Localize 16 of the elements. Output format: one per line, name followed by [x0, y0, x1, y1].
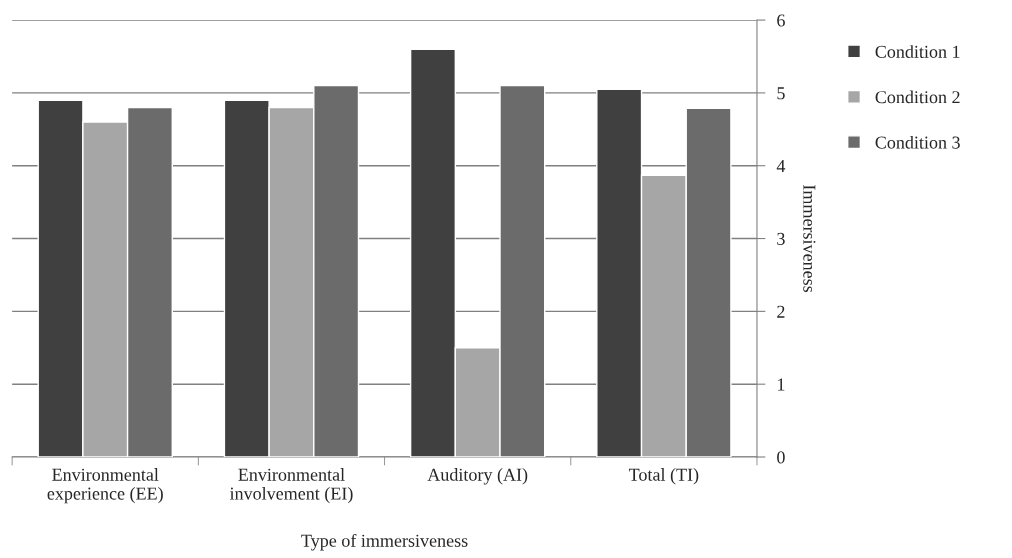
legend-label: Condition 2 [875, 90, 960, 104]
y-tick-label: 6 [777, 14, 785, 27]
x-tick-label: Environmental involvement (EI) [229, 468, 353, 504]
y-tick-label: 4 [776, 160, 786, 172]
x-axis-title: Type of immersiveness [301, 533, 468, 551]
x-tick-label: Total (TI) [628, 468, 699, 485]
x-tick-label: Auditory (AI) [427, 468, 528, 485]
x-tick-label: Environmental experience (EE) [47, 468, 163, 504]
y-tick-label: 3 [777, 232, 785, 245]
y-tick-label: 0 [777, 451, 785, 464]
y-tick-label: 1 [778, 378, 785, 391]
y-tick-label: 2 [777, 305, 785, 318]
legend-label: Condition 3 [875, 135, 960, 149]
y-tick-label: 5 [777, 87, 785, 100]
y-axis-title: Immersiveness [803, 185, 816, 293]
legend-label: Condition 1 [875, 45, 960, 58]
